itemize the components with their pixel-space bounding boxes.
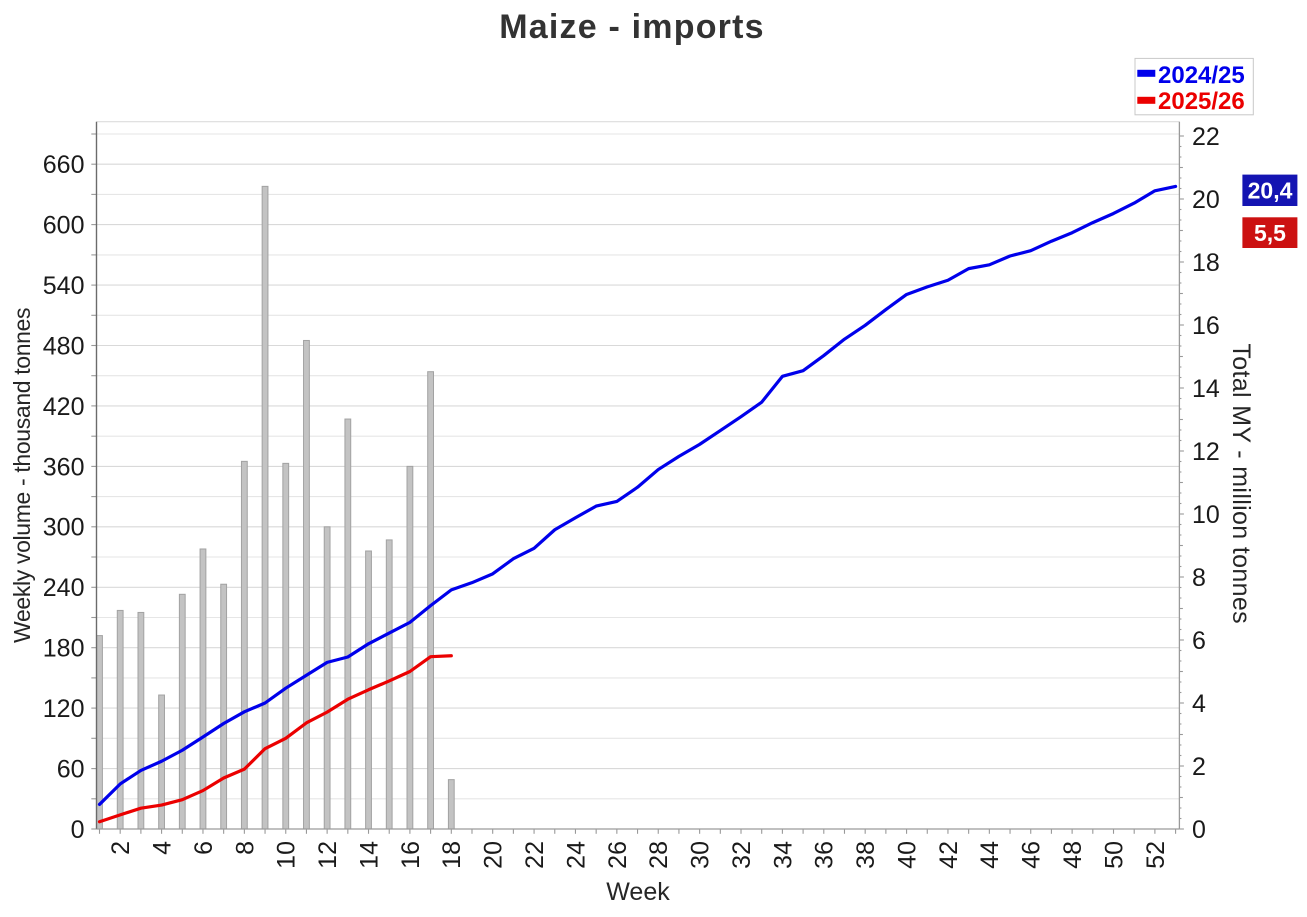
svg-text:0: 0 [1192, 816, 1206, 844]
svg-text:14: 14 [1192, 375, 1220, 403]
svg-text:50: 50 [1100, 841, 1128, 869]
svg-text:48: 48 [1059, 841, 1087, 869]
svg-text:16: 16 [397, 841, 425, 869]
svg-text:480: 480 [43, 332, 85, 360]
svg-text:20: 20 [480, 841, 508, 869]
svg-text:Week: Week [606, 878, 670, 906]
svg-text:2: 2 [1192, 753, 1206, 781]
svg-text:Maize - imports: Maize - imports [499, 8, 764, 46]
svg-text:60: 60 [57, 756, 85, 784]
svg-text:30: 30 [687, 841, 715, 869]
svg-text:660: 660 [43, 151, 85, 179]
svg-text:28: 28 [645, 841, 673, 869]
svg-text:120: 120 [43, 695, 85, 723]
svg-text:18: 18 [438, 841, 466, 869]
svg-text:14: 14 [355, 841, 383, 869]
svg-text:36: 36 [811, 841, 839, 869]
svg-text:52: 52 [1142, 841, 1170, 869]
svg-text:40: 40 [893, 841, 921, 869]
svg-text:22: 22 [521, 841, 549, 869]
svg-text:2: 2 [107, 841, 135, 855]
svg-text:6: 6 [190, 841, 218, 855]
svg-text:5,5: 5,5 [1254, 220, 1286, 246]
svg-text:20,4: 20,4 [1248, 178, 1293, 204]
svg-text:22: 22 [1192, 123, 1220, 151]
svg-text:42: 42 [935, 841, 963, 869]
svg-text:300: 300 [43, 514, 85, 542]
svg-text:2025/26: 2025/26 [1158, 88, 1245, 115]
svg-text:10: 10 [273, 841, 301, 869]
svg-text:360: 360 [43, 453, 85, 481]
svg-text:18: 18 [1192, 249, 1220, 277]
svg-text:8: 8 [1192, 564, 1206, 592]
svg-text:180: 180 [43, 635, 85, 663]
svg-text:16: 16 [1192, 312, 1220, 340]
svg-text:20: 20 [1192, 186, 1220, 214]
svg-text:44: 44 [976, 841, 1004, 869]
svg-text:4: 4 [1192, 690, 1206, 718]
svg-text:540: 540 [43, 272, 85, 300]
svg-text:420: 420 [43, 393, 85, 421]
svg-text:0: 0 [71, 816, 85, 844]
svg-text:2024/25: 2024/25 [1158, 62, 1245, 89]
svg-text:600: 600 [43, 212, 85, 240]
svg-text:24: 24 [562, 841, 590, 869]
svg-text:34: 34 [769, 841, 797, 869]
svg-text:38: 38 [852, 841, 880, 869]
svg-text:12: 12 [314, 841, 342, 869]
svg-text:8: 8 [231, 841, 259, 855]
svg-text:12: 12 [1192, 438, 1220, 466]
svg-text:6: 6 [1192, 627, 1206, 655]
svg-text:240: 240 [43, 574, 85, 602]
svg-text:Total MY - million tonnes: Total MY - million tonnes [1227, 343, 1255, 624]
svg-text:26: 26 [604, 841, 632, 869]
svg-text:Weekly volume - thousand tonne: Weekly volume - thousand tonnes [9, 308, 35, 643]
svg-text:32: 32 [728, 841, 756, 869]
svg-text:10: 10 [1192, 501, 1220, 529]
svg-text:4: 4 [148, 841, 176, 855]
svg-text:46: 46 [1018, 841, 1046, 869]
